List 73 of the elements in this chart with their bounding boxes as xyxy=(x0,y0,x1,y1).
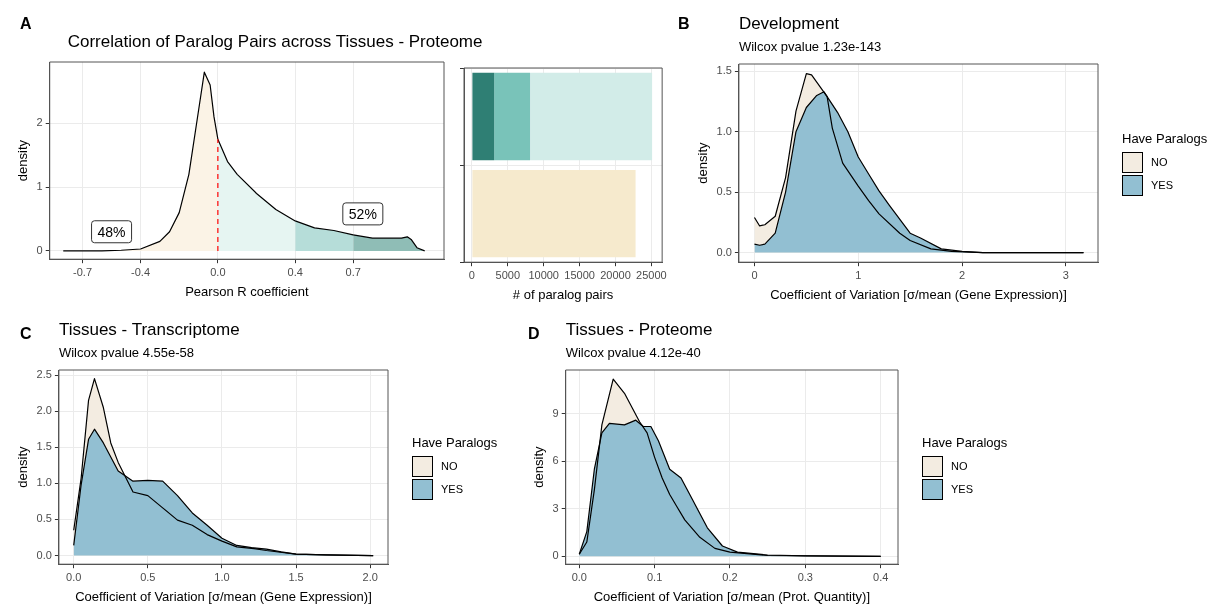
x-tick-label: 1 xyxy=(855,268,862,281)
chart-subtitle: Wilcox pvalue 1.23e-143 xyxy=(738,39,882,54)
x-tick-label: -0.4 xyxy=(131,265,151,278)
text: C xyxy=(20,325,32,343)
legend-title: Have Paralogs xyxy=(412,434,498,450)
y-tick-label: 0 xyxy=(36,243,43,256)
y-tick-label: 1 xyxy=(36,180,43,193)
y-tick-label: 0.5 xyxy=(36,512,52,525)
x-tick-label: 0.0 xyxy=(66,570,82,583)
x-tick-label: 0.7 xyxy=(345,265,361,278)
x-tick-label: 0.0 xyxy=(571,570,587,583)
y-tick-label: 0.5 xyxy=(716,185,732,198)
x-tick-label: 0.4 xyxy=(873,570,889,583)
y-tick-label: 3 xyxy=(552,501,559,514)
legend-label: YES xyxy=(441,483,464,496)
legend-title: Have Paralogs xyxy=(922,434,1008,450)
x-axis-title: Coefficient of Variation [σ/mean (Gene Expression)] xyxy=(770,286,1067,302)
legend-label: NO xyxy=(441,460,458,473)
chart-title: Tissues - Proteome xyxy=(565,320,713,340)
text: D xyxy=(528,325,540,343)
x-tick-label: 2.0 xyxy=(362,570,378,583)
x-tick-label: 0.1 xyxy=(646,570,663,583)
chart-subtitle: Wilcox pvalue 4.55e-58 xyxy=(58,345,195,360)
annotation: 48% xyxy=(97,223,126,240)
y-axis-title: density xyxy=(15,139,31,182)
y-tick-label: 1.5 xyxy=(36,440,52,453)
x-axis-title: Coefficient of Variation [σ/mean (Gene Expression)] xyxy=(75,588,372,604)
text: A xyxy=(20,15,32,33)
y-axis-title: density xyxy=(531,446,547,488)
chart-title: Development xyxy=(738,14,840,34)
legend-label: YES xyxy=(1151,179,1174,192)
y-tick-label: 1.0 xyxy=(716,124,732,137)
y-tick-label: 6 xyxy=(552,454,559,467)
legend-title: Have Paralogs xyxy=(1122,130,1208,146)
x-tick-label: 0 xyxy=(751,268,758,281)
x-tick-label: -0.7 xyxy=(73,265,93,278)
y-tick-label: 2 xyxy=(36,116,43,129)
chart-title: Tissues - Transcriptome xyxy=(58,320,240,340)
chart-subtitle: Wilcox pvalue 4.12e-40 xyxy=(565,345,701,360)
y-axis-title: density xyxy=(695,142,711,184)
x-tick-label: 5000 xyxy=(495,268,521,281)
y-tick-label: 9 xyxy=(552,406,559,419)
x-tick-label: 25000 xyxy=(636,268,667,281)
x-tick-label: 10000 xyxy=(528,268,559,281)
x-tick-label: 20000 xyxy=(600,268,631,281)
x-tick-label: 2 xyxy=(958,268,966,281)
x-axis-title: Coefficient of Variation [σ/mean (Prot. Quantity)] xyxy=(593,588,871,604)
y-axis-title: density xyxy=(15,446,31,488)
x-tick-label: 1.0 xyxy=(214,570,230,583)
y-tick-label: 1.5 xyxy=(716,64,732,77)
x-tick-label: 0.5 xyxy=(140,570,156,583)
x-tick-label: 1.5 xyxy=(288,570,304,583)
y-tick-label: 0 xyxy=(552,549,559,562)
x-axis-title: Pearson R coefficient xyxy=(185,283,309,299)
legend-label: NO xyxy=(1151,156,1168,169)
x-tick-label: 0.2 xyxy=(722,570,738,583)
text: B xyxy=(678,15,690,33)
x-tick-label: 0 xyxy=(468,268,475,281)
x-tick-label: 15000 xyxy=(564,268,595,281)
y-tick-label: 0.0 xyxy=(36,548,52,561)
y-tick-label: 2.5 xyxy=(36,368,52,381)
chart-title: Correlation of Paralog Pairs across Tissues - Proteome xyxy=(67,32,483,52)
legend-label: NO xyxy=(951,460,968,473)
x-tick-label: 0.3 xyxy=(797,570,813,583)
x-tick-label: 3 xyxy=(1062,268,1069,281)
annotation: 52% xyxy=(348,205,377,222)
y-tick-label: 0.0 xyxy=(716,245,732,258)
y-tick-label: 1.0 xyxy=(36,476,52,489)
y-tick-label: 2.0 xyxy=(36,404,52,417)
x-tick-label: 0.4 xyxy=(287,265,303,278)
x-tick-label: 0.0 xyxy=(210,265,226,278)
legend-label: YES xyxy=(951,483,974,496)
x-axis-title: # of paralog pairs xyxy=(512,286,614,302)
